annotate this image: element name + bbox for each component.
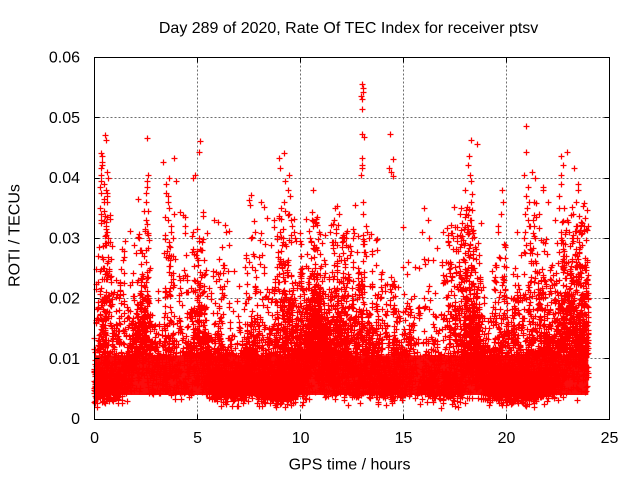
svg-text:0.04: 0.04: [49, 170, 80, 187]
svg-text:GPS time / hours: GPS time / hours: [289, 457, 411, 474]
svg-text:20: 20: [498, 430, 516, 447]
svg-text:15: 15: [395, 430, 413, 447]
svg-text:Day 289 of 2020, Rate Of TEC I: Day 289 of 2020, Rate Of TEC Index for r…: [159, 20, 538, 37]
svg-text:0: 0: [90, 430, 99, 447]
svg-text:0.05: 0.05: [49, 110, 80, 127]
svg-text:ROTI / TECUs: ROTI / TECUs: [7, 184, 24, 287]
svg-text:25: 25: [601, 430, 619, 447]
svg-text:0.01: 0.01: [49, 351, 80, 368]
svg-text:10: 10: [292, 430, 310, 447]
svg-text:0.06: 0.06: [49, 50, 80, 67]
svg-text:0.03: 0.03: [49, 230, 80, 247]
svg-text:0.02: 0.02: [49, 291, 80, 308]
svg-text:5: 5: [193, 430, 202, 447]
svg-text:0: 0: [71, 411, 80, 428]
